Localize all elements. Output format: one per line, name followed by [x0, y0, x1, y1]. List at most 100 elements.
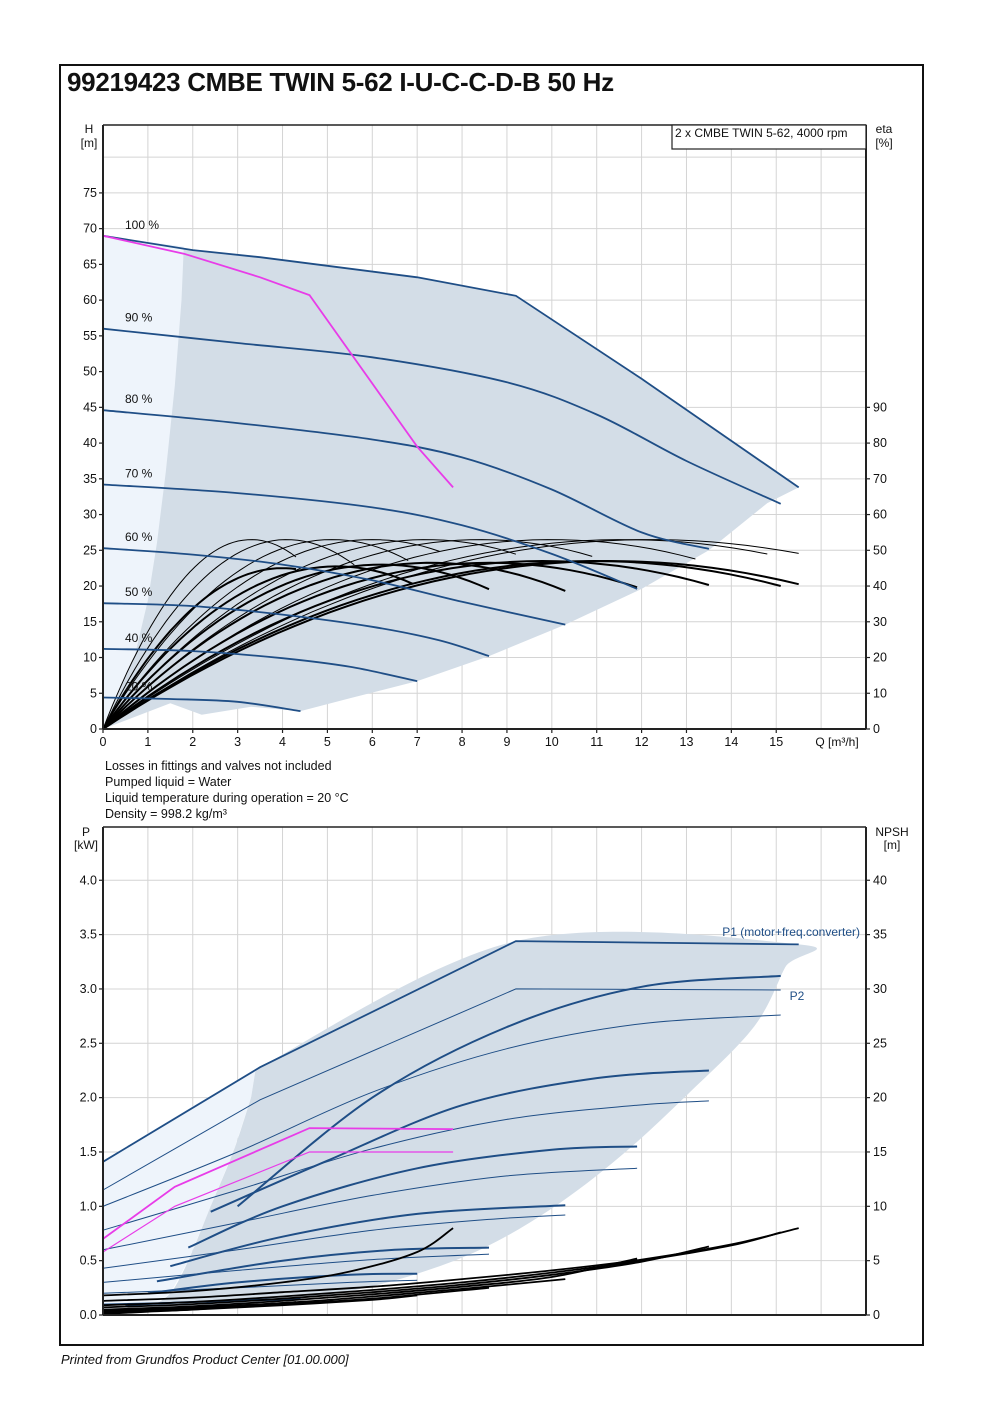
npsh-curve	[102, 1278, 566, 1312]
y-axis-unit: [kW]	[74, 838, 98, 852]
x-tick-label: 7	[414, 735, 421, 749]
p2-series-label: P2	[790, 989, 805, 1003]
y-tick-label: 70	[83, 222, 97, 236]
y-tick-label: 75	[83, 186, 97, 200]
y2-axis-unit: [%]	[875, 136, 892, 150]
y2-tick-label: 70	[873, 472, 887, 486]
p2-curve	[102, 1100, 709, 1231]
efficiency-curve	[102, 559, 799, 730]
y2-tick-label: 60	[873, 508, 887, 522]
y2-tick-label: 0	[873, 722, 880, 736]
p1-curve	[156, 1246, 490, 1283]
y-tick-label: 1.0	[80, 1199, 97, 1213]
x-tick-label: 9	[503, 735, 510, 749]
y2-tick-label: 15	[873, 1145, 887, 1159]
p1-curve	[147, 1272, 418, 1295]
operating-area-light	[103, 235, 184, 730]
p2-curve	[102, 1167, 638, 1251]
y2-tick-label: 0	[873, 1308, 880, 1322]
p1-curve	[210, 1069, 709, 1213]
p1-series-label: P1 (motor+freq.converter)	[722, 925, 860, 939]
p2-curve	[102, 1214, 566, 1269]
efficiency-curve	[102, 539, 768, 730]
npsh-curve	[102, 1231, 781, 1307]
operating-area-light	[103, 1069, 256, 1315]
y2-tick-label: 10	[873, 1199, 887, 1213]
p2-curve	[102, 1253, 490, 1283]
legend-box	[671, 124, 867, 150]
x-tick-label: 3	[234, 735, 241, 749]
efficiency-curve	[102, 561, 638, 730]
x-tick-label: 4	[279, 735, 286, 749]
y2-tick-label: 30	[873, 615, 887, 629]
speed-curve	[102, 602, 490, 657]
y-tick-label: 60	[83, 293, 97, 307]
note-density: Density = 998.2 kg/m³	[105, 807, 227, 821]
x-tick-label: 10	[545, 735, 559, 749]
speed-curve	[102, 409, 710, 550]
y2-tick-label: 30	[873, 982, 887, 996]
y-tick-label: 1.5	[80, 1145, 97, 1159]
npsh-curve	[102, 1301, 297, 1315]
y2-tick-label: 35	[873, 928, 887, 942]
y-axis-label: H	[85, 122, 94, 136]
y-tick-label: 4.0	[80, 873, 97, 887]
y2-tick-label: 10	[873, 686, 887, 700]
y2-tick-label: 80	[873, 436, 887, 450]
y-tick-label: 0	[90, 722, 97, 736]
y-tick-label: 35	[83, 472, 97, 486]
npsh-curve	[102, 1227, 454, 1297]
y2-axis-label: eta	[876, 122, 893, 136]
page-title: 99219423 CMBE TWIN 5-62 I-U-C-C-D-B 50 H…	[67, 67, 614, 97]
y-tick-label: 15	[83, 615, 97, 629]
efficiency-curve	[102, 565, 414, 730]
y-tick-label: 2.5	[80, 1036, 97, 1050]
x-tick-label: 13	[680, 735, 694, 749]
y2-tick-label: 40	[873, 873, 887, 887]
efficiency-curve	[102, 563, 490, 730]
y2-tick-label: 90	[873, 400, 887, 414]
x-tick-label: 0	[100, 735, 107, 749]
legend-text: 2 x CMBE TWIN 5-62, 4000 rpm	[675, 126, 848, 140]
p2-curve	[102, 1014, 781, 1207]
y-tick-label: 5	[90, 686, 97, 700]
x-tick-label: 5	[324, 735, 331, 749]
chart-frame	[59, 64, 924, 1346]
x-tick-label: 1	[144, 735, 151, 749]
npsh-curve	[102, 1257, 638, 1311]
npsh-curve	[102, 1227, 799, 1302]
speed-curve	[102, 648, 418, 682]
p1-curve	[170, 1204, 566, 1268]
y-tick-label: 2.0	[80, 1091, 97, 1105]
y-tick-label: 25	[83, 543, 97, 557]
footer-printed-from: Printed from Grundfos Product Center [01…	[61, 1352, 349, 1367]
y2-tick-label: 25	[873, 1036, 887, 1050]
y-tick-label: 65	[83, 257, 97, 271]
y2-tick-label: 5	[873, 1254, 880, 1268]
y2-tick-label: 20	[873, 651, 887, 665]
x-tick-label: 2	[189, 735, 196, 749]
y2-tick-label: 40	[873, 579, 887, 593]
x-tick-label: 14	[724, 735, 738, 749]
efficiency-curve	[102, 559, 710, 730]
speed-curve	[102, 483, 638, 590]
y-tick-label: 0.0	[80, 1308, 97, 1322]
y-tick-label: 50	[83, 365, 97, 379]
note-losses: Losses in fittings and valves not includ…	[105, 759, 332, 773]
y-tick-label: 0.5	[80, 1254, 97, 1268]
speed-curve-label: 100 %	[125, 218, 159, 232]
speed-curve	[102, 547, 566, 626]
p1-curve	[102, 940, 799, 1163]
note-liquid: Pumped liquid = Water	[105, 775, 232, 789]
speed-curve-label: 70 %	[125, 467, 153, 481]
operating-area	[147, 931, 818, 1312]
y2-tick-label: 50	[873, 543, 887, 557]
y-tick-label: 30	[83, 508, 97, 522]
p1-curve	[187, 1145, 638, 1249]
speed-curve-label: 80 %	[125, 392, 153, 406]
control-power-curve	[102, 1151, 454, 1253]
p2-curve	[102, 988, 781, 1191]
efficiency-curve	[102, 559, 781, 730]
note-temperature: Liquid temperature during operation = 20…	[105, 791, 349, 805]
